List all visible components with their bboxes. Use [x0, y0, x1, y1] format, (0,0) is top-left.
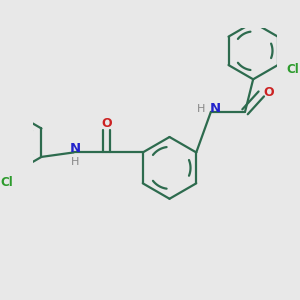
Text: O: O — [263, 86, 274, 99]
Text: Cl: Cl — [1, 176, 13, 189]
Text: H: H — [71, 157, 80, 167]
Text: O: O — [101, 118, 112, 130]
Text: Cl: Cl — [286, 63, 299, 76]
Text: N: N — [210, 102, 221, 115]
Text: H: H — [197, 103, 205, 113]
Text: N: N — [70, 142, 81, 155]
